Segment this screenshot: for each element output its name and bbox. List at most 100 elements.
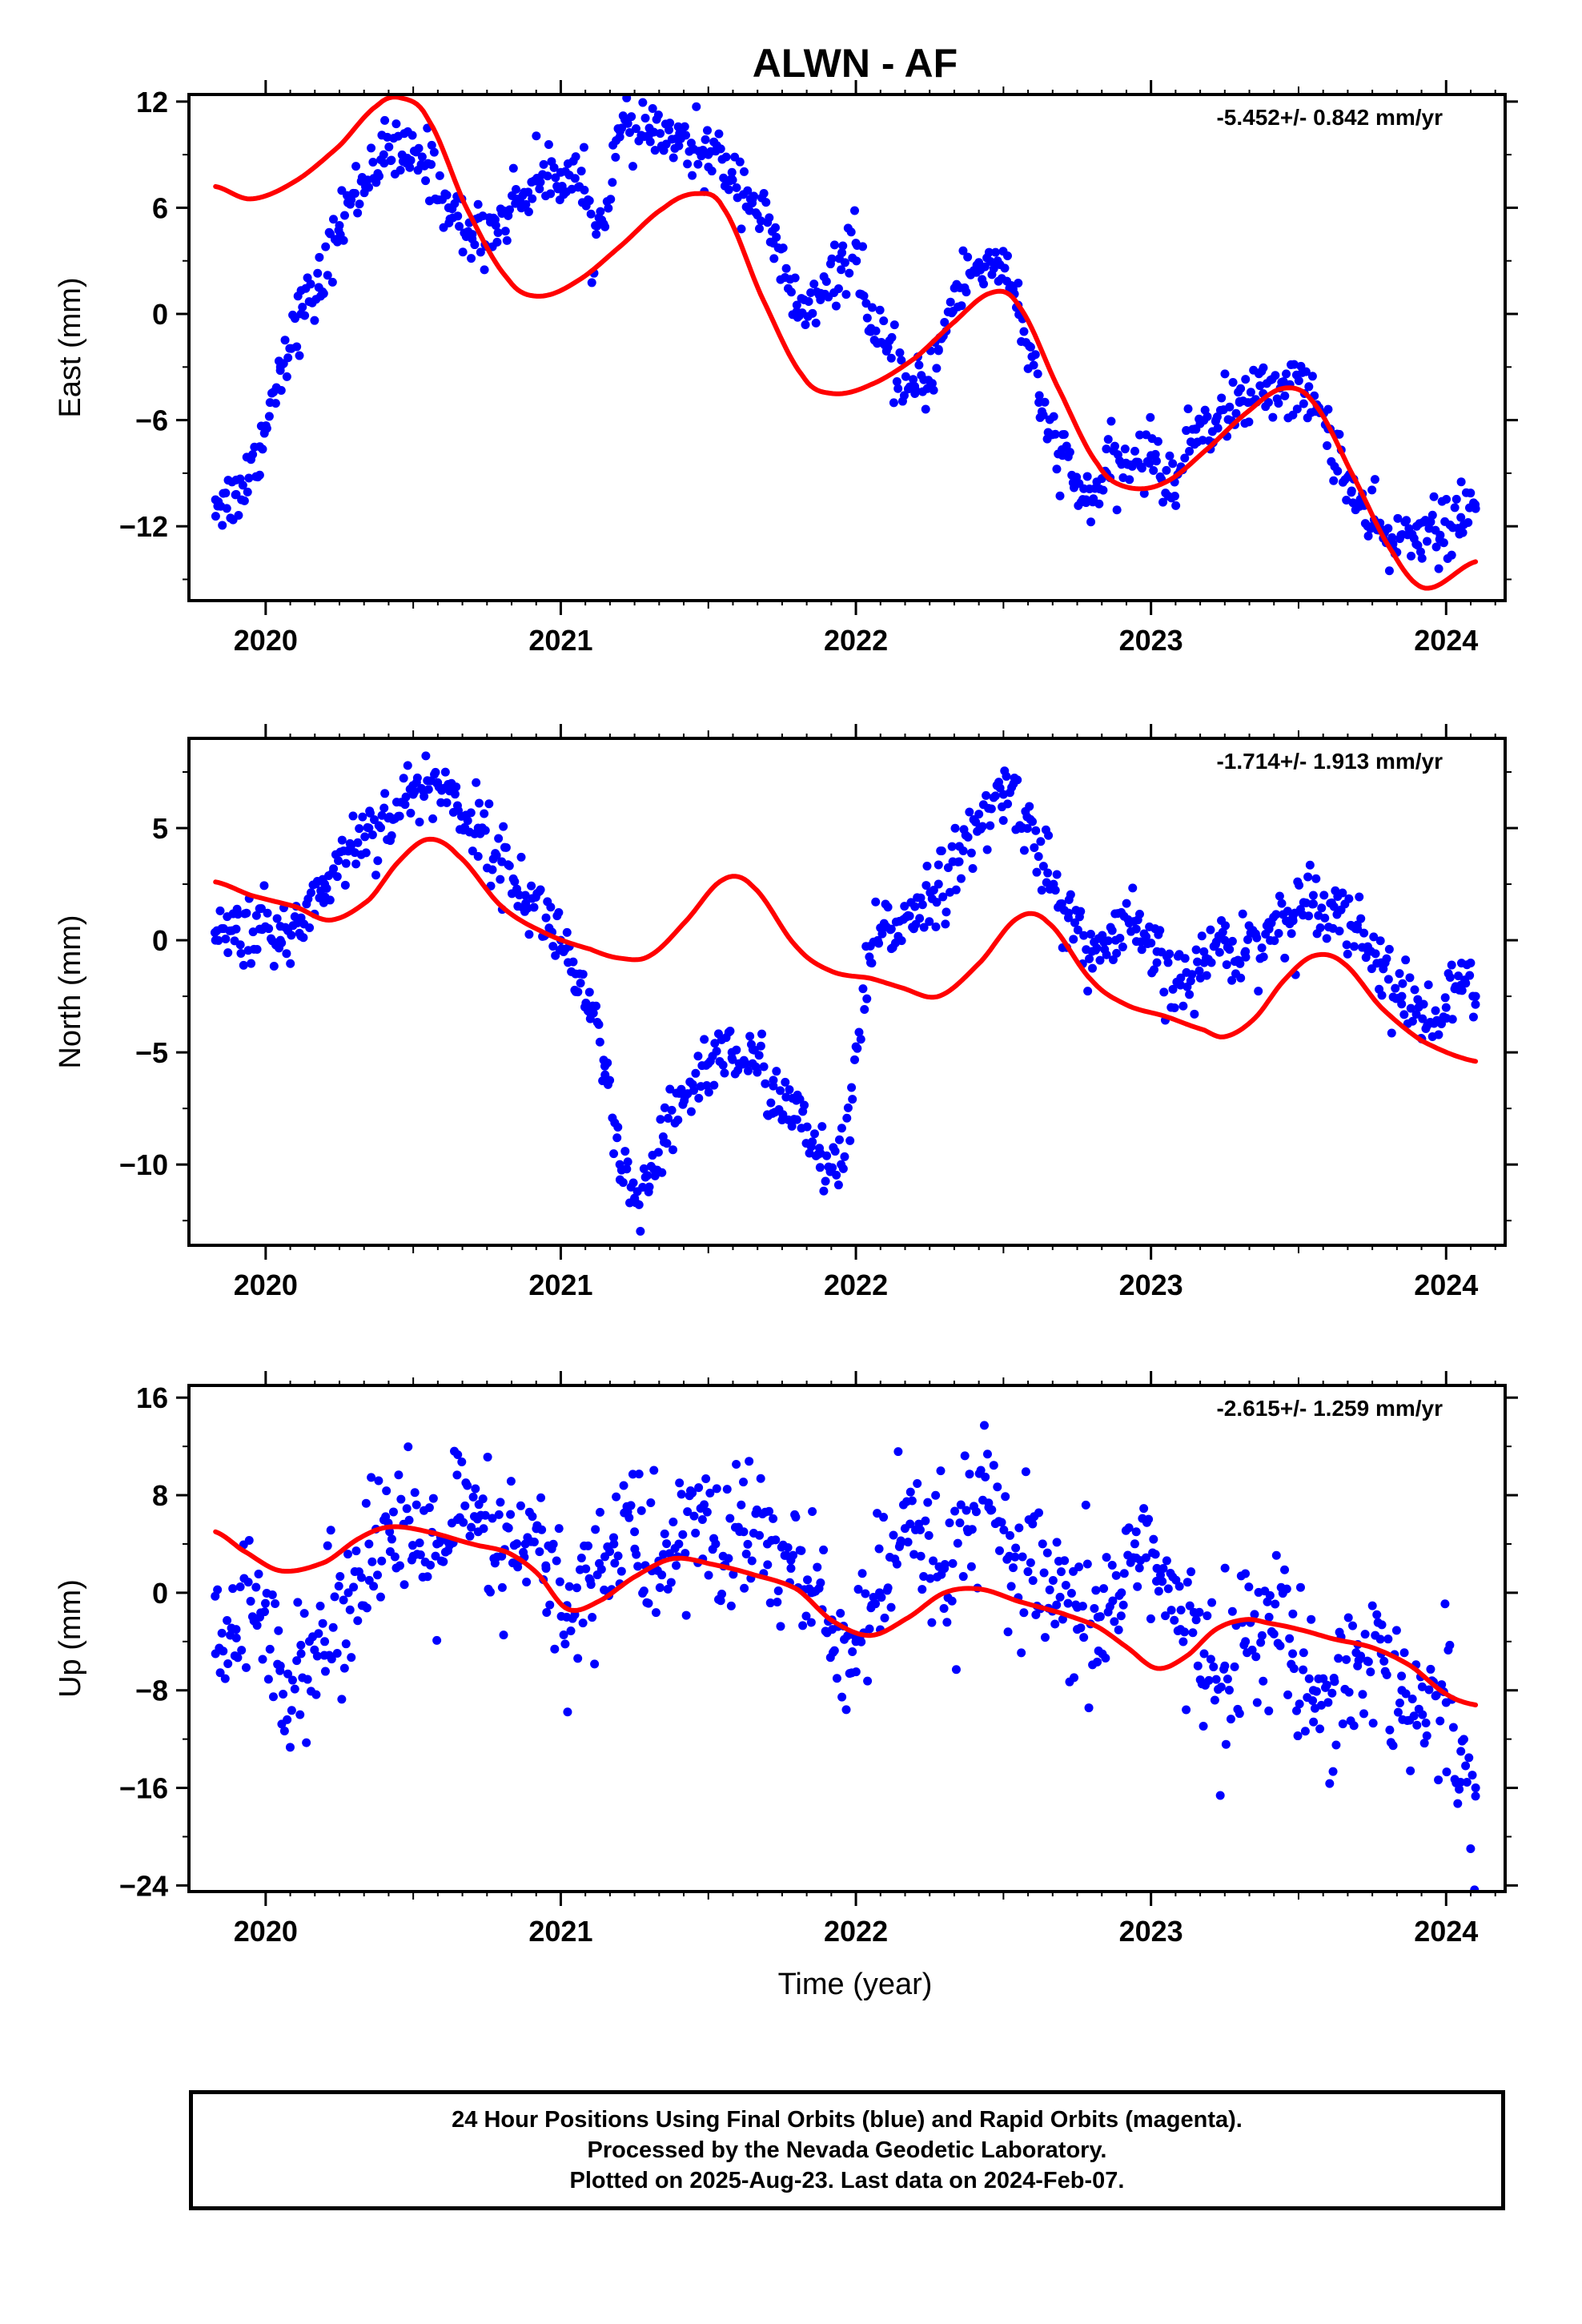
up-data-point xyxy=(1379,1656,1389,1666)
up-data-point xyxy=(718,1551,728,1561)
up-data-point xyxy=(628,1470,637,1479)
east-data-point xyxy=(405,163,415,172)
up-data-point xyxy=(283,1669,293,1679)
north-data-point xyxy=(1002,771,1011,781)
up-data-point xyxy=(473,1527,483,1537)
up-data-point xyxy=(1282,1584,1291,1594)
north-data-point xyxy=(745,1031,755,1041)
up-data-point xyxy=(559,1630,568,1640)
up-data-point xyxy=(1435,1716,1445,1726)
east-data-point xyxy=(310,316,319,325)
east-data-point xyxy=(1034,391,1044,400)
up-data-point xyxy=(1399,1648,1409,1658)
up-data-point xyxy=(1149,1534,1158,1544)
east-data-point xyxy=(1456,513,1466,522)
north-x-tick-label: 2023 xyxy=(1119,1269,1183,1301)
east-data-point xyxy=(1427,510,1437,520)
up-data-point xyxy=(851,1667,861,1677)
north-data-point xyxy=(1159,987,1169,997)
east-data-point xyxy=(379,159,389,168)
up-data-point xyxy=(268,1692,278,1702)
up-data-point xyxy=(1241,1637,1251,1647)
north-data-point xyxy=(998,790,1008,799)
north-data-point xyxy=(921,881,931,891)
north-data-point xyxy=(581,999,591,1008)
up-data-point xyxy=(951,1665,961,1675)
east-data-point xyxy=(1059,429,1069,439)
east-data-point xyxy=(282,372,291,381)
east-data-point xyxy=(1274,399,1283,408)
up-data-point xyxy=(865,1624,874,1634)
east-data-point xyxy=(1086,517,1096,527)
up-data-point xyxy=(467,1522,476,1532)
north-data-point xyxy=(1303,872,1313,882)
up-data-point xyxy=(924,1530,934,1540)
up-data-point xyxy=(994,1546,1004,1555)
up-data-point xyxy=(1251,1652,1261,1662)
up-data-point xyxy=(1419,1739,1429,1748)
up-data-point xyxy=(984,1502,994,1512)
up-data-point xyxy=(334,1582,343,1591)
east-data-point xyxy=(1065,448,1074,457)
north-data-point xyxy=(1186,976,1195,986)
up-data-point xyxy=(769,1514,778,1523)
east-data-point xyxy=(1271,371,1280,380)
up-data-point xyxy=(311,1690,321,1699)
up-data-point xyxy=(1223,1675,1232,1684)
east-data-point xyxy=(339,235,348,245)
up-data-point xyxy=(287,1706,296,1715)
east-data-point xyxy=(315,252,324,262)
east-data-point xyxy=(1426,517,1435,527)
north-data-point xyxy=(754,1051,764,1060)
north-data-point xyxy=(1338,888,1347,898)
north-data-point xyxy=(480,809,489,818)
up-data-point xyxy=(457,1458,467,1467)
up-data-point xyxy=(1235,1709,1244,1719)
north-data-point xyxy=(353,838,363,847)
east-data-point xyxy=(1180,453,1190,463)
footer-line-1: 24 Hour Positions Using Final Orbits (bl… xyxy=(452,2107,1243,2133)
up-data-point xyxy=(244,1535,254,1545)
up-plot-frame xyxy=(187,1384,1507,1893)
up-data-point xyxy=(1353,1661,1363,1671)
north-data-point xyxy=(442,798,452,807)
north-data-point xyxy=(874,939,884,948)
north-data-point xyxy=(809,1129,819,1139)
up-data-point xyxy=(303,1675,312,1684)
east-data-point xyxy=(892,377,901,387)
east-data-point xyxy=(707,167,717,176)
up-data-point xyxy=(678,1530,688,1539)
north-data-point xyxy=(1190,1009,1199,1019)
east-data-point xyxy=(1335,429,1344,439)
north-data-point xyxy=(1122,899,1131,908)
north-data-point xyxy=(385,812,395,822)
east-data-point xyxy=(1299,399,1308,408)
north-data-point xyxy=(576,979,585,988)
east-data-point xyxy=(1014,278,1023,287)
up-data-point xyxy=(314,1629,323,1638)
east-data-point xyxy=(1034,398,1044,408)
up-data-point xyxy=(705,1488,715,1498)
up-data-point xyxy=(318,1618,327,1628)
east-data-point xyxy=(849,206,859,215)
north-data-point xyxy=(897,936,906,946)
east-data-point xyxy=(1103,435,1113,444)
east-data-point xyxy=(292,342,302,352)
north-data-point xyxy=(424,785,433,794)
up-data-point xyxy=(233,1653,243,1663)
north-data-point xyxy=(1277,899,1287,908)
north-data-point xyxy=(1070,918,1079,927)
east-data-point xyxy=(238,480,247,490)
up-data-point xyxy=(791,1512,801,1522)
north-data-point xyxy=(1146,939,1156,948)
east-data-point xyxy=(648,103,657,113)
east-data-point xyxy=(927,379,937,388)
north-data-point xyxy=(463,816,472,826)
north-data-point xyxy=(1206,925,1215,935)
north-data-point xyxy=(1131,924,1141,934)
north-data-point xyxy=(1088,963,1098,973)
north-data-point xyxy=(1128,883,1138,893)
up-data-point xyxy=(512,1539,522,1549)
east-data-point xyxy=(1294,376,1303,385)
up-data-point xyxy=(660,1529,669,1538)
